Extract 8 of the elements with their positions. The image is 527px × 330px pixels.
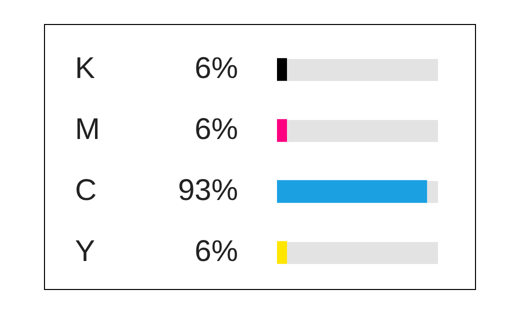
data-label: 6%	[194, 52, 238, 85]
data-label: 93%	[178, 174, 238, 207]
data-label: 6%	[194, 234, 238, 268]
y-tick-label: K	[75, 52, 96, 85]
y-tick-label: C	[75, 174, 97, 207]
y-tick-label: M	[75, 112, 100, 146]
data-label: 6%	[194, 112, 238, 146]
y-tick-label: Y	[75, 234, 96, 268]
